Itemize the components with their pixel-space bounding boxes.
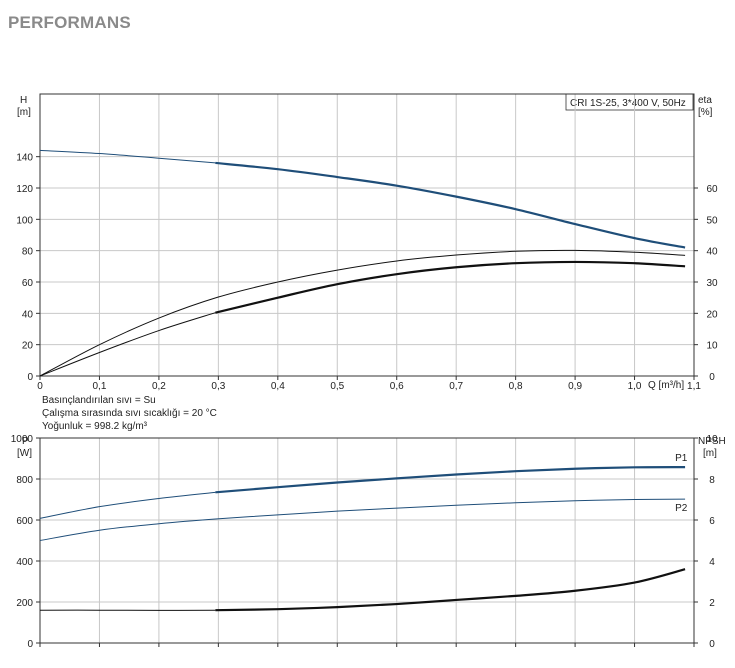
top-left-unit-label-1: H — [20, 95, 27, 106]
x-tick-label: 0,7 — [449, 381, 463, 392]
y-tick-label-right: 0 — [709, 372, 715, 383]
y-tick-label-left: 100 — [16, 215, 33, 226]
top-left-unit-label-2: [m] — [17, 107, 31, 118]
bottom-plot-area: 0 200 400 600 800 1000 0 2 4 6 8 10 P1 P2 — [11, 434, 718, 650]
bottom-right-unit-label-2: [m] — [703, 448, 717, 459]
x-tick-label: 0,4 — [271, 381, 285, 392]
y-tick-label-left: 1000 — [11, 434, 34, 445]
x-tick-label: 0,5 — [330, 381, 344, 392]
y-tick-label-right: 50 — [706, 215, 718, 226]
x-tick-label: 0,6 — [390, 381, 404, 392]
top-right-unit-label-2: [%] — [698, 107, 713, 118]
note-temperature: Çalışma sırasında sıvı sıcaklığı = 20 °C — [42, 408, 217, 419]
series-line-0-2-thin — [39, 312, 216, 377]
series-line-0-0 — [215, 161, 686, 249]
y-tick-label-right: 60 — [706, 184, 718, 195]
x-tick-label: 0,2 — [152, 381, 166, 392]
y-tick-label-left: 0 — [27, 372, 33, 383]
x-tick-label: 0,3 — [211, 381, 225, 392]
bottom-left-unit-label-1: P — [22, 436, 29, 447]
x-tick-label: 0 — [37, 381, 43, 392]
series-label-p2: P2 — [675, 503, 688, 514]
x-tick-label: 0,8 — [509, 381, 523, 392]
series-line-0-1-thin — [39, 249, 686, 377]
y-tick-label-left: 120 — [16, 184, 33, 195]
x-tick-label: 1,0 — [628, 381, 642, 392]
y-tick-label-right: 4 — [709, 557, 715, 568]
plot-frame — [39, 93, 695, 377]
series-line-1-2 — [215, 568, 686, 612]
page-title: PERFORMANS — [8, 13, 131, 32]
x-axis-label: Q [m³/h] — [648, 380, 684, 391]
y-tick-label-right: 2 — [709, 598, 715, 609]
y-tick-label-left: 40 — [22, 309, 34, 320]
legend-box-text: CRI 1S-25, 3*400 V, 50Hz — [570, 98, 686, 109]
note-density: Yoğunluk = 998.2 kg/m³ — [42, 421, 148, 432]
y-tick-label-left: 20 — [22, 341, 34, 352]
top-right-unit-label-1: eta — [698, 95, 712, 106]
y-tick-label-left: 140 — [16, 153, 33, 164]
x-tick-label: 0,1 — [93, 381, 107, 392]
y-tick-label-left: 60 — [22, 278, 34, 289]
y-tick-label-left: 80 — [22, 247, 34, 258]
top-plot-area: 0 20 40 60 80 100 120 140 0 10 20 30 40 50 60 0 0,1 0,2 0,… — [16, 93, 718, 392]
series-line-0-2 — [215, 260, 686, 314]
y-tick-label-right: 0 — [709, 639, 715, 650]
y-tick-label-right: 6 — [709, 516, 715, 527]
x-tick-label: 0,9 — [568, 381, 582, 392]
y-tick-label-left: 800 — [16, 475, 33, 486]
series-line-1-1-thin — [39, 498, 686, 541]
y-tick-label-right: 20 — [706, 309, 718, 320]
bottom-right-unit-label-1: NPSH — [698, 436, 726, 447]
bottom-left-unit-label-2: [W] — [17, 448, 32, 459]
series-label-p1: P1 — [675, 453, 688, 464]
note-fluid: Basınçlandırılan sıvı = Su — [42, 395, 156, 406]
series-line-1-0 — [215, 466, 686, 494]
y-tick-label-right: 10 — [706, 434, 718, 445]
y-tick-label-right: 40 — [706, 247, 718, 258]
y-tick-label-right: 30 — [706, 278, 718, 289]
series-line-1-0-thin — [39, 491, 216, 519]
y-tick-label-left: 400 — [16, 557, 33, 568]
y-tick-label-left: 600 — [16, 516, 33, 527]
y-tick-label-right: 10 — [706, 341, 718, 352]
y-tick-label-left: 0 — [27, 639, 33, 650]
x-tick-label: 1,1 — [687, 381, 701, 392]
y-tick-label-right: 8 — [709, 475, 715, 486]
y-tick-label-left: 200 — [16, 598, 33, 609]
series-line-0-0-thin — [39, 149, 216, 164]
